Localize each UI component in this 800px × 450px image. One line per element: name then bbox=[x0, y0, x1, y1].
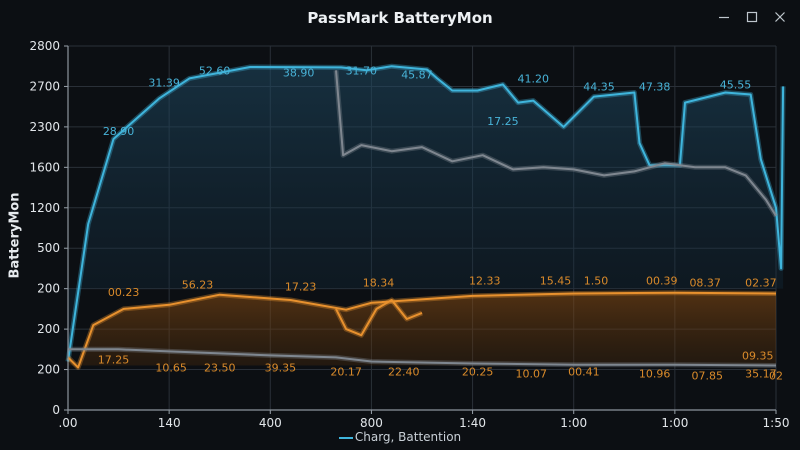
data-label: 22.40 bbox=[388, 366, 420, 379]
y-tick-label: 0 bbox=[52, 403, 60, 417]
maximize-icon bbox=[746, 11, 758, 23]
data-label: 56.23 bbox=[182, 279, 214, 292]
data-label: 10.07 bbox=[515, 368, 547, 381]
data-label: 08.37 bbox=[689, 277, 721, 290]
y-tick-label: 1600 bbox=[29, 160, 60, 174]
legend[interactable]: Charg, Battention bbox=[0, 430, 800, 444]
data-label: 10.96 bbox=[639, 368, 671, 381]
series-area-2 bbox=[68, 292, 776, 368]
x-tick-label: 400 bbox=[259, 416, 282, 430]
data-label: 28.90 bbox=[103, 125, 135, 138]
data-label: 1.50 bbox=[584, 275, 609, 288]
data-label: 15.45 bbox=[540, 275, 572, 288]
series-line-1 bbox=[335, 70, 777, 217]
data-label: 52.60 bbox=[199, 64, 231, 77]
y-tick-label: 200 bbox=[37, 322, 60, 336]
y-tick-label: 200 bbox=[37, 282, 60, 296]
data-label: 17.25 bbox=[487, 115, 519, 128]
data-label: 17.23 bbox=[285, 281, 317, 294]
legend-label: Charg, Battention bbox=[354, 430, 462, 444]
data-label: 20.25 bbox=[462, 366, 494, 379]
close-button[interactable] bbox=[768, 6, 792, 28]
data-label: 00.23 bbox=[108, 286, 140, 299]
data-label: 02 bbox=[769, 370, 783, 383]
x-tick-label: 1:50 bbox=[763, 416, 790, 430]
data-label: 38.90 bbox=[283, 66, 315, 79]
data-label: 00.41 bbox=[568, 366, 600, 379]
series-areas bbox=[68, 66, 784, 368]
legend-swatch bbox=[338, 436, 353, 439]
data-label: 44.35 bbox=[583, 80, 615, 93]
series-line-4 bbox=[68, 348, 777, 367]
minimize-icon bbox=[719, 16, 729, 19]
y-tick-label: 2800 bbox=[29, 39, 60, 53]
data-label: 18.34 bbox=[363, 277, 395, 290]
data-label: 31.70 bbox=[346, 64, 378, 77]
window-title: PassMark BatteryMon bbox=[307, 9, 493, 27]
series-line-3 bbox=[335, 299, 423, 337]
data-label: 20.17 bbox=[330, 366, 362, 379]
window-controls bbox=[712, 6, 792, 28]
data-label: 45.87 bbox=[401, 68, 433, 81]
y-tick-label: 500 bbox=[37, 241, 60, 255]
y-axis-title: BatteryMon bbox=[7, 192, 23, 279]
axis-ticks: 2800 2700 2300 1600 1200 500 200 200 200 0.00 140 4… bbox=[29, 39, 789, 430]
series-line-0 bbox=[67, 65, 785, 362]
y-tick-label: 2700 bbox=[29, 79, 60, 93]
y-tick-label: 200 bbox=[37, 363, 60, 377]
data-label: 45.55 bbox=[720, 78, 752, 91]
x-tick-label: 140 bbox=[158, 416, 181, 430]
data-label: 12.33 bbox=[469, 275, 501, 288]
x-tick-label: 1:00 bbox=[661, 416, 688, 430]
data-label: 41.20 bbox=[518, 72, 550, 85]
x-tick-label: 1:40 bbox=[459, 416, 486, 430]
data-label: 07.85 bbox=[691, 370, 723, 383]
data-label: 35.17 bbox=[745, 368, 777, 381]
minimize-button[interactable] bbox=[712, 6, 736, 28]
data-label: 10.65 bbox=[155, 362, 187, 375]
series-lines bbox=[65, 63, 786, 370]
data-label: 47.38 bbox=[639, 80, 671, 93]
data-label: 02.37 bbox=[745, 277, 777, 290]
x-tick-label: 1:00 bbox=[560, 416, 587, 430]
maximize-button[interactable] bbox=[740, 6, 764, 28]
data-label: 23.50 bbox=[204, 362, 236, 375]
close-icon bbox=[775, 12, 785, 22]
series-line-2 bbox=[67, 291, 777, 369]
x-tick-label: .00 bbox=[58, 416, 77, 430]
data-labels: 28.90 31.39 52.60 38.90 31.70 45.87 41.20 17.25… bbox=[98, 64, 783, 382]
data-label: 00.39 bbox=[646, 275, 678, 288]
y-tick-label: 1200 bbox=[29, 201, 60, 215]
data-label: 39.35 bbox=[265, 362, 297, 375]
data-label: 31.39 bbox=[148, 76, 180, 89]
series-area-0 bbox=[68, 66, 784, 362]
title-bar[interactable]: PassMark BatteryMon bbox=[0, 0, 800, 36]
x-tick-label: 800 bbox=[360, 416, 383, 430]
data-label: 17.25 bbox=[98, 353, 130, 366]
y-tick-label: 2300 bbox=[29, 120, 60, 134]
data-label: 09.35 bbox=[742, 349, 774, 362]
